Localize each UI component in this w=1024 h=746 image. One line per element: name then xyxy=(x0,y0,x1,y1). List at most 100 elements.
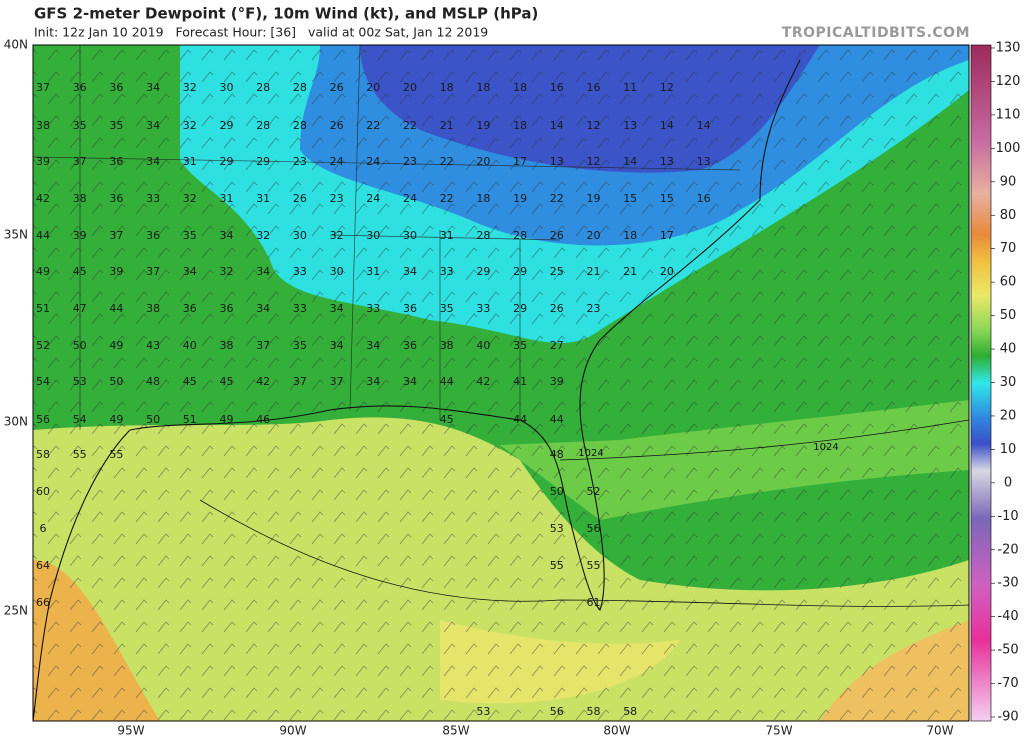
dewpoint-value: 49 xyxy=(109,413,123,426)
dewpoint-value: 34 xyxy=(256,302,270,315)
colorbar xyxy=(970,44,992,722)
dewpoint-value: 14 xyxy=(550,119,564,132)
dewpoint-value: 26 xyxy=(550,302,564,315)
dewpoint-value: 22 xyxy=(440,192,454,205)
dewpoint-value: 40 xyxy=(476,339,490,352)
dewpoint-value: 22 xyxy=(366,119,380,132)
colorbar-label: -10 xyxy=(997,509,1018,524)
state-borders xyxy=(33,45,741,430)
dewpoint-value: 23 xyxy=(587,302,601,315)
dewpoint-value: 29 xyxy=(513,265,527,278)
dewpoint-value: 55 xyxy=(550,559,564,572)
dewpoint-value: 52 xyxy=(36,339,50,352)
dewpoint-value: 44 xyxy=(440,375,454,388)
labels: 40N 35N 30N 25N 95W 90W 85W 80W 75W 70W 37 36 36 34 32… xyxy=(4,38,1021,738)
dewpoint-value: 21 xyxy=(440,119,454,132)
dewpoint-value: 66 xyxy=(36,596,50,609)
dewpoint-value: 37 xyxy=(73,155,87,168)
dewpoint-value: 15 xyxy=(660,192,674,205)
dewpoint-value: 50 xyxy=(146,413,160,426)
dewpoint-value: 20 xyxy=(660,265,674,278)
dewpoint-value: 32 xyxy=(183,119,197,132)
dewpoint-value: 36 xyxy=(109,155,123,168)
dewpoint-value: 46 xyxy=(256,413,270,426)
dewpoint-value: 55 xyxy=(73,448,87,461)
dewpoint-value: 36 xyxy=(220,302,234,315)
dewpoint-value: 15 xyxy=(623,192,637,205)
colorbar-label: 40 xyxy=(1000,342,1017,357)
dewpoint-value: 33 xyxy=(146,192,160,205)
dewpoint-value: 28 xyxy=(293,119,307,132)
lat-label: 25N xyxy=(4,604,28,618)
colorbar-label: 130 xyxy=(996,41,1021,56)
dewpoint-value: 37 xyxy=(293,375,307,388)
dewpoint-value: 44 xyxy=(550,413,564,426)
dewpoint-value: 34 xyxy=(146,155,160,168)
dewpoint-value: 32 xyxy=(330,229,344,242)
dewpoint-value: 22 xyxy=(440,155,454,168)
dewpoint-value: 34 xyxy=(146,119,160,132)
coastline-texas xyxy=(33,429,131,721)
dewpoint-value: 35 xyxy=(440,302,454,315)
colorbar-label: 60 xyxy=(1000,275,1017,290)
dewpoint-value: 24 xyxy=(330,155,344,168)
colorbar-label: 70 xyxy=(1000,241,1017,256)
isobar-label: 1024 xyxy=(813,442,838,453)
dewpoint-value: 45 xyxy=(220,375,234,388)
dewpoint-value: 56 xyxy=(587,522,601,535)
dewpoint-value: 28 xyxy=(256,119,270,132)
dewpoint-value: 35 xyxy=(73,119,87,132)
dewpoint-value: 35 xyxy=(109,119,123,132)
dewpoint-value: 20 xyxy=(587,229,601,242)
dewpoint-value: 26 xyxy=(550,229,564,242)
colorbar-label: -40 xyxy=(997,609,1018,624)
dewpoint-value: 32 xyxy=(183,192,197,205)
dewpoint-value: 58 xyxy=(36,448,50,461)
dewpoint-value: 13 xyxy=(550,155,564,168)
dewpoint-value: 33 xyxy=(476,302,490,315)
dewpoint-value: 38 xyxy=(220,339,234,352)
dewpoint-value: 37 xyxy=(109,229,123,242)
dewpoint-value: 30 xyxy=(403,229,417,242)
lat-label: 30N xyxy=(4,415,28,429)
dewpoint-value: 39 xyxy=(36,155,50,168)
dewpoint-value: 38 xyxy=(146,302,160,315)
dewpoint-value: 31 xyxy=(183,155,197,168)
dewpoint-value: 55 xyxy=(587,559,601,572)
map-subtitle: Init: 12z Jan 10 2019 Forecast Hour: [36… xyxy=(34,25,488,40)
dewpoint-value: 13 xyxy=(697,155,711,168)
dewpoint-value: 56 xyxy=(550,705,564,718)
lon-label: 90W xyxy=(279,724,306,738)
dewpoint-value: 26 xyxy=(330,81,344,94)
dewpoint-value: 42 xyxy=(36,192,50,205)
dewpoint-value: 32 xyxy=(220,265,234,278)
dewpoint-value: 38 xyxy=(73,192,87,205)
dewpoint-value: 31 xyxy=(256,192,270,205)
dewpoint-value: 51 xyxy=(36,302,50,315)
dewpoint-value: 18 xyxy=(513,81,527,94)
dewpoint-value: 33 xyxy=(366,302,380,315)
coastline xyxy=(129,59,801,612)
dewpoint-value: 36 xyxy=(146,229,160,242)
dewpoint-value: 29 xyxy=(220,119,234,132)
colorbar-label: 100 xyxy=(996,141,1021,156)
colorbar-label: 10 xyxy=(1000,442,1017,457)
dewpoint-value: 52 xyxy=(587,485,601,498)
dewpoint-value: 38 xyxy=(440,339,454,352)
lon-label: 95W xyxy=(117,724,144,738)
site-name: TROPICALTIDBITS.COM xyxy=(782,25,970,41)
map-frame xyxy=(32,44,970,722)
dewpoint-value: 17 xyxy=(513,155,527,168)
dewpoint-value: 22 xyxy=(550,192,564,205)
dewpoint-value: 16 xyxy=(697,192,711,205)
dewpoint-value: 12 xyxy=(660,81,674,94)
dewpoint-value: 12 xyxy=(587,119,601,132)
colorbar-label: -90 xyxy=(997,710,1018,725)
dewpoint-value: 34 xyxy=(366,375,380,388)
dewpoint-value: 49 xyxy=(220,413,234,426)
dewpoint-value: 34 xyxy=(403,265,417,278)
dewpoint-value: 55 xyxy=(109,448,123,461)
dewpoint-value: 36 xyxy=(183,302,197,315)
dewpoint-value: 30 xyxy=(366,229,380,242)
dewpoint-value: 26 xyxy=(330,119,344,132)
